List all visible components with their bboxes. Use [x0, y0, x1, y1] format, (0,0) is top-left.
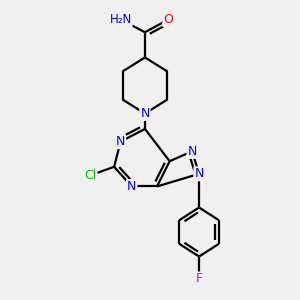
Text: F: F — [196, 272, 202, 286]
Text: H₂N: H₂N — [110, 13, 132, 26]
Text: N: N — [194, 167, 204, 180]
Text: Cl: Cl — [84, 169, 97, 182]
Text: N: N — [127, 180, 136, 193]
Text: O: O — [163, 13, 173, 26]
Text: N: N — [116, 135, 125, 148]
Text: N: N — [140, 107, 150, 120]
Text: N: N — [188, 145, 197, 158]
